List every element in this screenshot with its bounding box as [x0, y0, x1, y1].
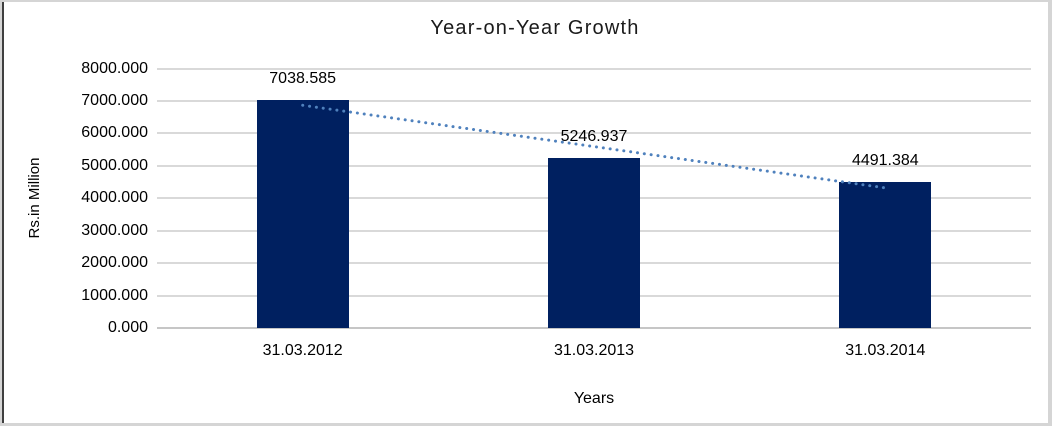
bar — [256, 99, 349, 328]
x-axis-title: Years — [573, 390, 615, 407]
gridline — [157, 67, 1031, 70]
y-axis-tick-label: 4000.000 — [81, 189, 148, 207]
bar — [548, 157, 640, 328]
y-axis-tick-label: 5000.000 — [81, 156, 148, 174]
frame-border-bottom — [0, 423, 1052, 426]
y-axis-tick-label: 1000.000 — [81, 286, 148, 304]
x-axis-category-label: 31.03.2012 — [262, 342, 343, 359]
y-axis-tick-label: 0.000 — [107, 319, 148, 336]
data-label: 7038.585 — [269, 69, 337, 87]
frame-left-dark-line — [2, 2, 4, 423]
y-axis-tick-label: 2000.000 — [81, 254, 148, 272]
y-axis-title: Rs.in Million — [26, 157, 43, 239]
x-axis-category-label: 31.03.2014 — [845, 342, 926, 359]
y-axis-tick-label: 8000.000 — [81, 59, 148, 77]
y-axis-tick-label: 7000.000 — [81, 91, 148, 109]
data-label: 5246.937 — [560, 127, 628, 145]
data-label: 4491.384 — [851, 152, 919, 170]
bar — [839, 182, 932, 328]
chart-title: Year-on-Year Growth — [430, 17, 640, 39]
frame-border-left — [0, 0, 2, 426]
frame-border-right — [1048, 0, 1052, 426]
x-axis-category-label: 31.03.2013 — [553, 342, 635, 359]
gridline — [157, 99, 1031, 102]
y-axis-tick-label: 6000.000 — [81, 124, 148, 142]
y-axis-tick-label: 3000.000 — [81, 221, 148, 239]
x-axis-line — [157, 327, 1031, 329]
frame-border-top — [0, 0, 1052, 2]
